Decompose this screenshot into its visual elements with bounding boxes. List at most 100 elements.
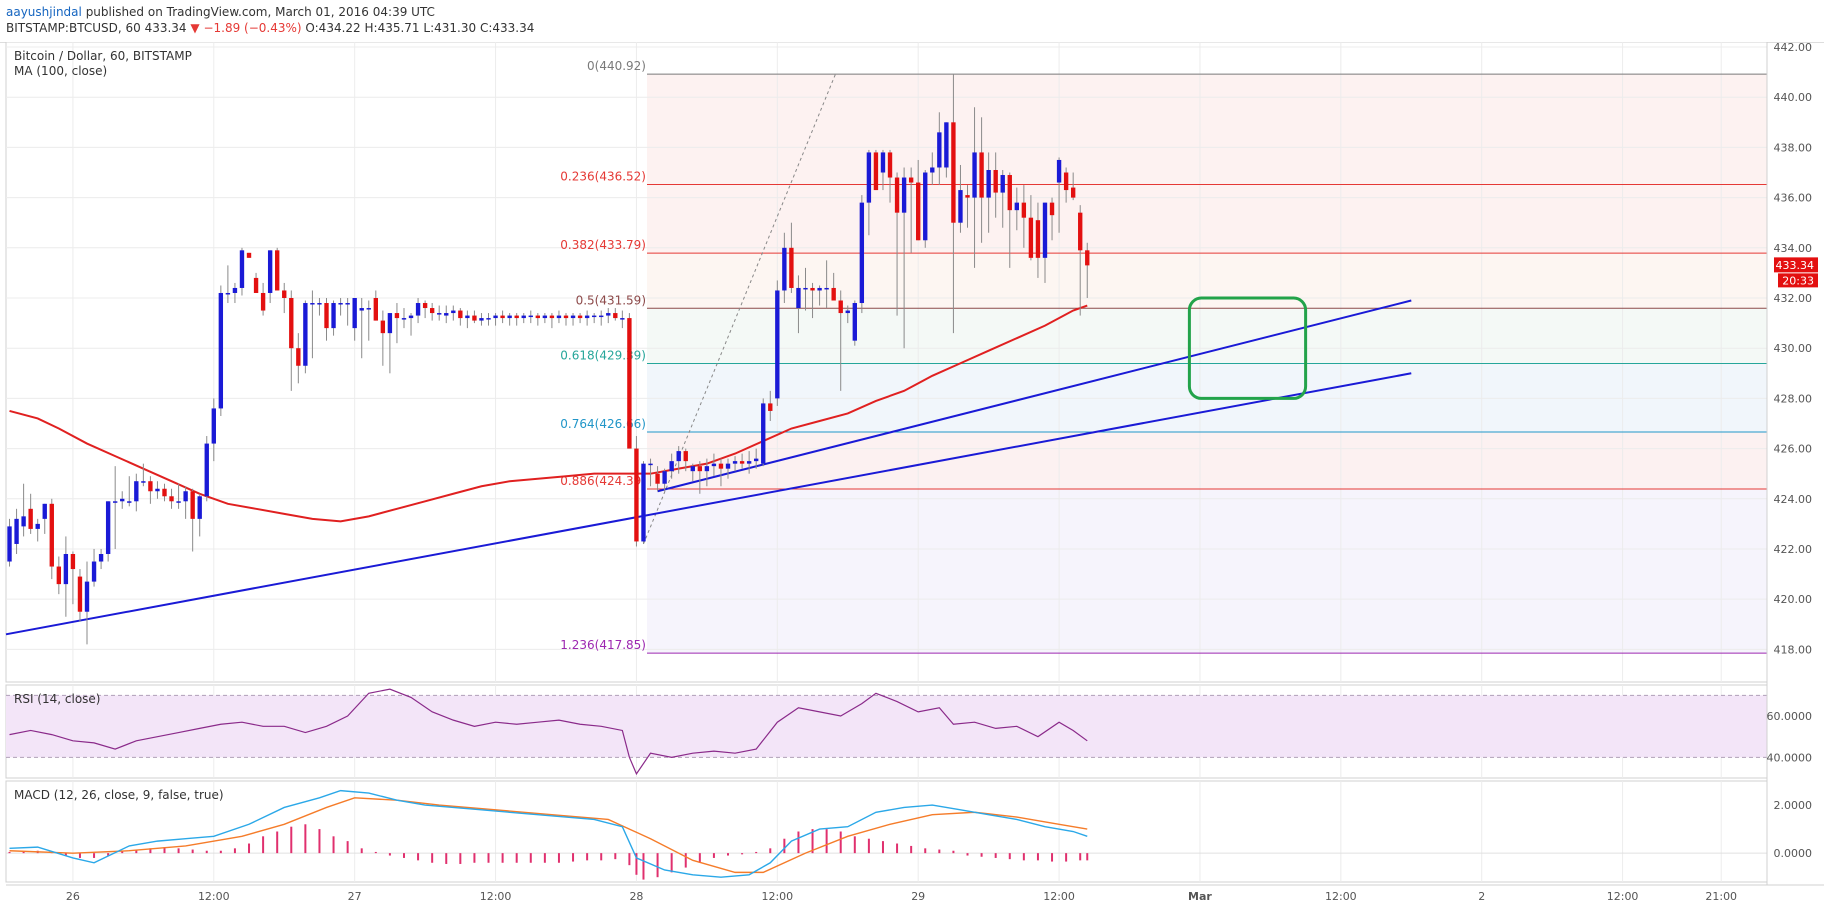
time-tick-label: 12:00 bbox=[198, 890, 230, 903]
candle-up bbox=[183, 491, 188, 502]
candle-up bbox=[465, 315, 470, 319]
candle-down bbox=[275, 250, 280, 291]
price-tick-label: 430.00 bbox=[1774, 342, 1813, 355]
fib-zone bbox=[647, 432, 1767, 489]
last-price-badge-text: 433.34 bbox=[1776, 259, 1815, 272]
candle-up bbox=[669, 461, 674, 472]
candle-up bbox=[1042, 202, 1048, 258]
time-tick-label: 28 bbox=[629, 890, 643, 903]
candle-up bbox=[937, 132, 942, 168]
candle-up bbox=[725, 463, 731, 469]
publication-header: aayushjindal published on TradingView.co… bbox=[0, 0, 1824, 43]
candle-down bbox=[422, 303, 428, 309]
fib-level-label: 0.236(436.52) bbox=[560, 170, 646, 184]
candle-down bbox=[49, 503, 54, 567]
candle-down bbox=[683, 451, 688, 462]
candle-up bbox=[127, 501, 132, 503]
candle-down bbox=[1028, 217, 1034, 258]
candle-up bbox=[338, 303, 343, 305]
candle-up bbox=[1014, 202, 1019, 211]
last-price: 433.34 bbox=[144, 21, 187, 35]
candle-up bbox=[972, 152, 977, 198]
candle-up bbox=[923, 172, 928, 241]
macd-tick-label: 0.0000 bbox=[1774, 847, 1813, 860]
candle-down bbox=[577, 315, 583, 319]
rsi-tick-label: 60.0000 bbox=[1767, 710, 1813, 723]
time-tick-label: 12:00 bbox=[1043, 890, 1075, 903]
candle-up bbox=[63, 554, 69, 585]
candle-up bbox=[134, 481, 139, 502]
author-link[interactable]: aayushjindal bbox=[6, 5, 82, 19]
fib-level-label: 0.764(426.66) bbox=[560, 417, 646, 431]
candle-down bbox=[1035, 220, 1041, 258]
fib-zone bbox=[647, 488, 1767, 654]
candle-up bbox=[1000, 175, 1005, 193]
candle-up bbox=[232, 287, 238, 293]
candle-up bbox=[662, 471, 667, 484]
candle-down bbox=[324, 303, 329, 329]
candle-up bbox=[141, 481, 146, 483]
candle-up bbox=[211, 408, 216, 444]
rsi-tick-label: 40.0000 bbox=[1767, 751, 1813, 764]
candle-up bbox=[331, 303, 336, 329]
price-tick-label: 428.00 bbox=[1774, 392, 1813, 405]
candle-down bbox=[627, 318, 632, 449]
candle-up bbox=[845, 310, 850, 314]
publication-line: aayushjindal published on TradingView.co… bbox=[6, 5, 435, 19]
candle-down bbox=[1049, 202, 1055, 216]
fib-level-label: 0.5(431.59) bbox=[576, 293, 646, 307]
rsi-band bbox=[6, 695, 1767, 758]
candle-up bbox=[366, 308, 371, 310]
fib-level-label: 0.886(424.39) bbox=[560, 474, 646, 488]
candle-up bbox=[120, 498, 125, 502]
candle-up bbox=[105, 501, 111, 554]
candle-down bbox=[373, 298, 378, 321]
candle-down bbox=[965, 195, 970, 198]
candle-up bbox=[486, 318, 491, 320]
price-change: ▼ −1.89 (−0.43%) bbox=[190, 21, 302, 35]
candle-down bbox=[887, 152, 893, 178]
candle-down bbox=[28, 508, 33, 529]
candle-up bbox=[852, 303, 857, 341]
candle-up bbox=[704, 466, 710, 472]
trendline bbox=[657, 299, 1412, 493]
candle-down bbox=[951, 122, 956, 223]
candle-up bbox=[352, 298, 357, 329]
macd-pane: MACD (12, 26, close, 9, false, true) bbox=[5, 780, 1768, 883]
candle-up bbox=[986, 170, 991, 198]
price-tick-label: 426.00 bbox=[1774, 443, 1813, 456]
candle-down bbox=[289, 298, 294, 349]
price-tick-label: 422.00 bbox=[1774, 543, 1813, 556]
candle-up bbox=[944, 122, 949, 168]
macd-tick-label: 2.0000 bbox=[1774, 799, 1813, 812]
trendline bbox=[5, 372, 1412, 636]
candle-down bbox=[394, 313, 400, 319]
candle-up bbox=[901, 177, 907, 213]
candle-down bbox=[908, 177, 914, 183]
macd-signal-line bbox=[9, 797, 1088, 874]
candle-down bbox=[549, 315, 555, 319]
fib-anchor-line bbox=[643, 73, 836, 545]
high-value: H:435.71 bbox=[364, 21, 420, 35]
price-tick-label: 424.00 bbox=[1774, 493, 1813, 506]
price-tick-label: 420.00 bbox=[1774, 593, 1813, 606]
chart-canvas[interactable]: 0(440.92) 0.236(436.52) 0.382(433.79) 0.5(4… bbox=[0, 42, 1824, 907]
candle-up bbox=[444, 313, 449, 316]
candle-up bbox=[803, 287, 808, 290]
candle-up bbox=[451, 310, 456, 314]
highlight-box bbox=[1187, 296, 1308, 400]
candle-down bbox=[1070, 187, 1076, 198]
candle-down bbox=[979, 152, 984, 198]
candle-up bbox=[542, 315, 548, 319]
time-tick-label: Mar bbox=[1188, 890, 1212, 903]
candle-up bbox=[401, 318, 407, 320]
candle-up bbox=[408, 315, 414, 319]
candle-up bbox=[866, 152, 872, 203]
candle-down bbox=[873, 152, 879, 191]
candle-up bbox=[176, 501, 181, 503]
candle-up bbox=[42, 503, 47, 519]
candle-up bbox=[521, 315, 526, 319]
candle-up bbox=[746, 461, 752, 464]
time-tick-label: 26 bbox=[66, 890, 80, 903]
price-tick-label: 432.00 bbox=[1774, 292, 1813, 305]
